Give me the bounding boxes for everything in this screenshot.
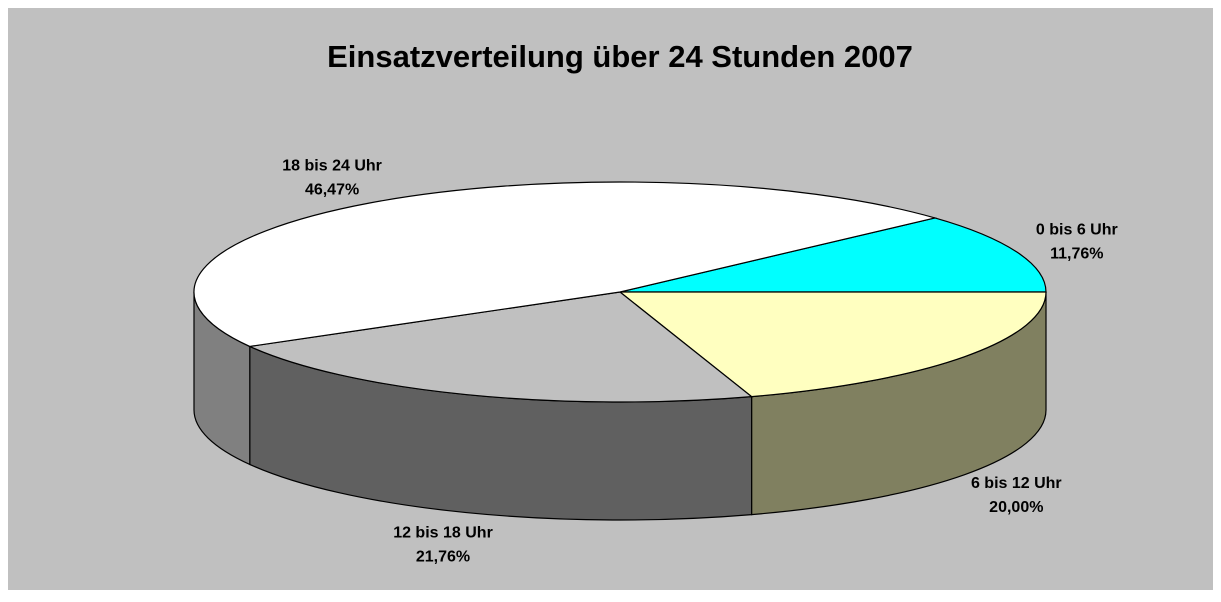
pie-slice — [619, 217, 1047, 293]
slice-label: 12 bis 18 Uhr — [393, 524, 493, 541]
slice-value-label: 11,76% — [1050, 245, 1103, 262]
slice-label: 6 bis 12 Uhr — [971, 475, 1062, 492]
pie-sides — [193, 291, 1047, 521]
slice-value-label: 20,00% — [989, 499, 1043, 516]
chart-title: Einsatzverteilung über 24 Stunden 2007 — [327, 39, 913, 74]
slice-label: 18 bis 24 Uhr — [282, 157, 382, 174]
pie-slice — [247, 291, 754, 403]
slice-value-label: 21,76% — [416, 548, 470, 565]
slice-label: 0 bis 6 Uhr — [1036, 221, 1118, 238]
slice-value-label: 46,47% — [305, 181, 359, 198]
pie-slice — [193, 181, 938, 348]
pie-slice — [618, 291, 1047, 398]
pie-tops — [193, 181, 1047, 403]
